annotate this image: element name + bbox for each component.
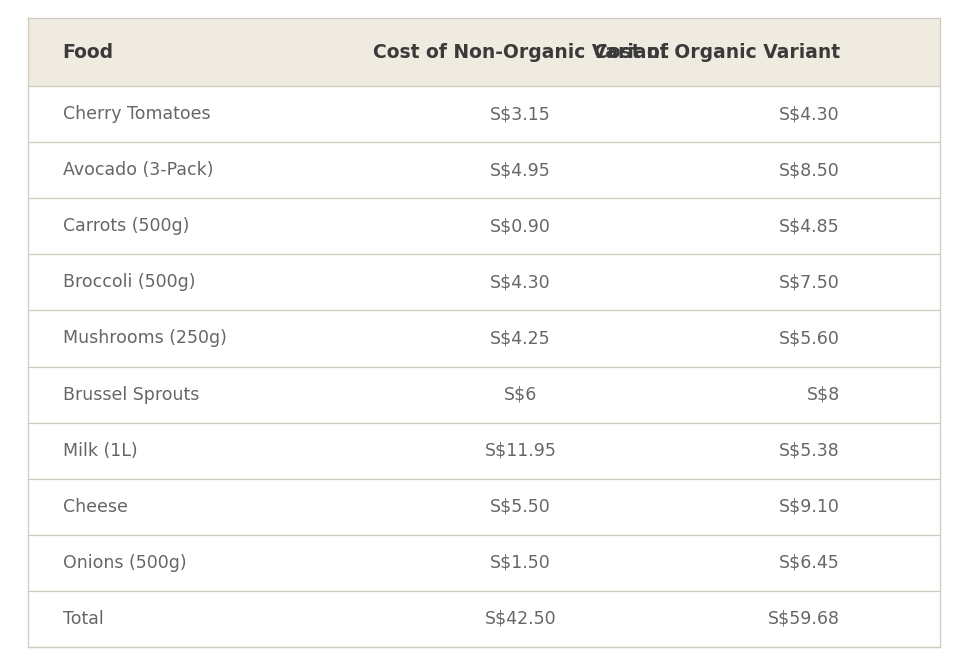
Text: Cost of Non-Organic Variant: Cost of Non-Organic Variant <box>372 43 668 61</box>
Text: S$8: S$8 <box>806 386 840 404</box>
Bar <box>28 535 940 591</box>
Text: Onions (500g): Onions (500g) <box>62 554 186 572</box>
Text: Food: Food <box>62 43 114 61</box>
Bar <box>28 86 940 142</box>
Text: Cost of Organic Variant: Cost of Organic Variant <box>593 43 840 61</box>
Text: S$4.95: S$4.95 <box>491 161 551 179</box>
Text: S$7.50: S$7.50 <box>779 273 840 291</box>
Text: Milk (1L): Milk (1L) <box>62 442 137 460</box>
Text: Broccoli (500g): Broccoli (500g) <box>62 273 195 291</box>
Bar <box>28 366 940 422</box>
Text: S$6: S$6 <box>504 386 538 404</box>
Bar <box>28 591 940 647</box>
Bar <box>28 254 940 311</box>
Bar <box>28 142 940 198</box>
Text: Avocado (3-Pack): Avocado (3-Pack) <box>62 161 213 179</box>
Text: S$4.25: S$4.25 <box>491 329 551 347</box>
Text: Brussel Sprouts: Brussel Sprouts <box>62 386 199 404</box>
Bar <box>28 422 940 479</box>
Bar <box>28 198 940 254</box>
Text: S$11.95: S$11.95 <box>485 442 557 460</box>
Bar <box>28 18 940 86</box>
Text: S$6.45: S$6.45 <box>779 554 840 572</box>
Text: S$5.38: S$5.38 <box>779 442 840 460</box>
Bar <box>28 479 940 535</box>
Text: S$59.68: S$59.68 <box>768 610 840 628</box>
Text: S$42.50: S$42.50 <box>485 610 556 628</box>
Text: S$5.50: S$5.50 <box>491 497 551 516</box>
Text: S$9.10: S$9.10 <box>779 497 840 516</box>
Bar <box>28 311 940 366</box>
Text: Cherry Tomatoes: Cherry Tomatoes <box>62 105 210 123</box>
Text: S$1.50: S$1.50 <box>491 554 551 572</box>
Text: S$4.30: S$4.30 <box>780 105 840 123</box>
Text: Mushrooms (250g): Mushrooms (250g) <box>62 329 227 347</box>
Text: S$3.15: S$3.15 <box>491 105 551 123</box>
Text: S$8.50: S$8.50 <box>779 161 840 179</box>
Text: S$5.60: S$5.60 <box>779 329 840 347</box>
Text: Total: Total <box>62 610 104 628</box>
Text: S$0.90: S$0.90 <box>490 217 551 235</box>
Text: Cheese: Cheese <box>62 497 128 516</box>
Text: Carrots (500g): Carrots (500g) <box>62 217 189 235</box>
Text: S$4.30: S$4.30 <box>491 273 551 291</box>
Text: S$4.85: S$4.85 <box>780 217 840 235</box>
